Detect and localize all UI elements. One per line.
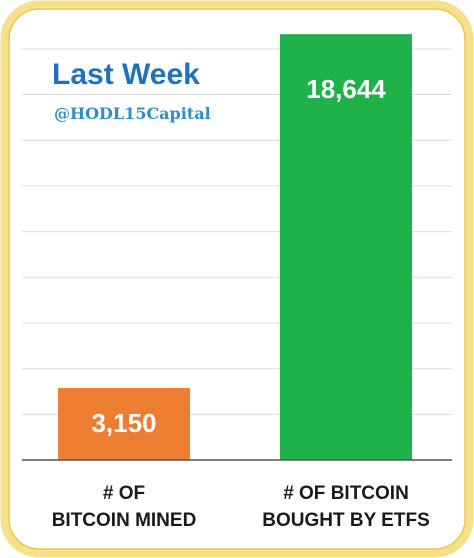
author-handle: @HODL15Capital	[54, 104, 211, 123]
bar-mined	[58, 388, 190, 460]
frame-border-inner	[8, 8, 466, 550]
category-label-mined: # OF BITCOIN MINED	[14, 480, 234, 534]
bar-value-label-etfs: 18,644	[306, 74, 386, 105]
category-label-etfs: # OF BITCOIN BOUGHT BY ETFS	[236, 480, 456, 534]
category-label-etfs-line2: BOUGHT BY ETFS	[262, 510, 430, 531]
category-label-mined-line2: BITCOIN MINED	[51, 510, 197, 531]
bar-etfs	[280, 34, 412, 461]
chart-title: Last Week	[52, 58, 200, 91]
category-label-etfs-line1: # OF BITCOIN	[283, 483, 409, 504]
bar-value-label-mined: 3,150	[91, 408, 157, 439]
category-label-mined-line1: # OF	[102, 483, 146, 504]
